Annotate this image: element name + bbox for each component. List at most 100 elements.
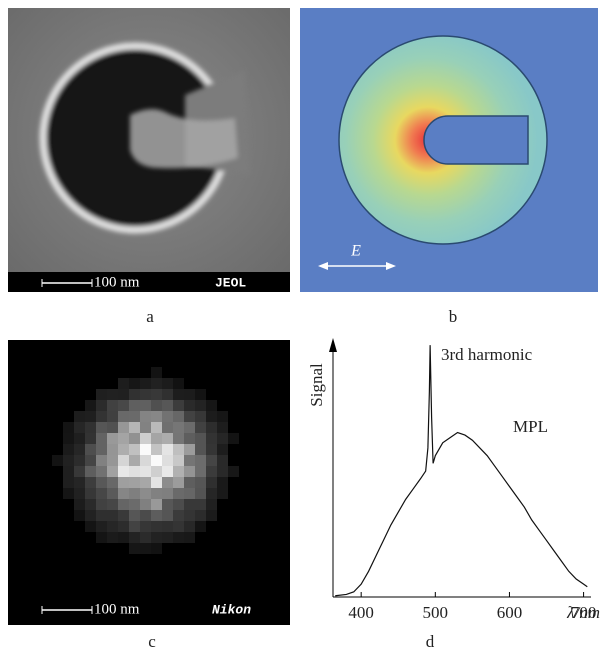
pixel [85, 422, 96, 433]
pixel [118, 411, 129, 422]
pixel [129, 400, 140, 411]
pixel [63, 488, 74, 499]
pixel [162, 444, 173, 455]
arm [130, 109, 238, 169]
pixel [96, 488, 107, 499]
pixel [140, 510, 151, 521]
pixel [140, 400, 151, 411]
pixel [96, 532, 107, 543]
pixel [184, 411, 195, 422]
pixel [118, 422, 129, 433]
pixel [107, 521, 118, 532]
pixel [195, 477, 206, 488]
pixel [206, 477, 217, 488]
slot [423, 115, 529, 165]
pixel [162, 411, 173, 422]
pixel [195, 466, 206, 477]
pixel [195, 422, 206, 433]
pixel [140, 521, 151, 532]
y-axis-arrow [329, 338, 337, 352]
pixel [107, 510, 118, 521]
pixel [85, 466, 96, 477]
pixel [118, 521, 129, 532]
pixel [129, 433, 140, 444]
pixel [74, 433, 85, 444]
pixel [129, 477, 140, 488]
panel-label: a [146, 307, 154, 326]
pixel [217, 455, 228, 466]
pixel [162, 422, 173, 433]
pixel [107, 422, 118, 433]
pixel [206, 422, 217, 433]
pixel [107, 389, 118, 400]
pixel [96, 510, 107, 521]
pixel [173, 521, 184, 532]
pixel [151, 367, 162, 378]
pixel [184, 532, 195, 543]
pixel [173, 455, 184, 466]
pixel [173, 389, 184, 400]
pixel [107, 455, 118, 466]
pixel [195, 444, 206, 455]
pixel [162, 477, 173, 488]
info-strip [8, 272, 290, 292]
pixel [96, 400, 107, 411]
pixel [63, 422, 74, 433]
pixel [129, 444, 140, 455]
pixel [162, 488, 173, 499]
pixel [85, 499, 96, 510]
pixel [74, 466, 85, 477]
pixel [184, 433, 195, 444]
pixel [228, 433, 239, 444]
pixel [162, 389, 173, 400]
pixel [206, 411, 217, 422]
pixel [129, 455, 140, 466]
panel-d: Signal λ/nm 3rd harmonic MPL d 400 500 600… [307, 338, 600, 651]
pixel [96, 499, 107, 510]
pixel [173, 433, 184, 444]
pixel [118, 400, 129, 411]
pixel [140, 477, 151, 488]
pixel [85, 411, 96, 422]
pixel [162, 433, 173, 444]
pixel [217, 411, 228, 422]
pixel [184, 466, 195, 477]
pixel [63, 444, 74, 455]
pixel [107, 488, 118, 499]
pixel [85, 400, 96, 411]
pixel [140, 532, 151, 543]
pixel [206, 400, 217, 411]
pixel [162, 499, 173, 510]
pixel [96, 444, 107, 455]
pixel [151, 444, 162, 455]
pixel [173, 422, 184, 433]
field-label: E [350, 243, 361, 260]
pixel [206, 455, 217, 466]
pixel [217, 422, 228, 433]
pixel [74, 422, 85, 433]
pixel [118, 477, 129, 488]
pixel [118, 532, 129, 543]
pixel [129, 521, 140, 532]
pixel [63, 466, 74, 477]
pixel [184, 521, 195, 532]
pixel [195, 455, 206, 466]
pixel [118, 444, 129, 455]
pixel [217, 444, 228, 455]
pixel [173, 444, 184, 455]
pixel [107, 411, 118, 422]
pixel [118, 510, 129, 521]
pixel [74, 411, 85, 422]
pixel [206, 444, 217, 455]
pixel [195, 488, 206, 499]
pixel [217, 433, 228, 444]
pixel [151, 433, 162, 444]
x-axis-label: λ/nm [566, 603, 600, 622]
panel-a: 100 nm JEOL a [8, 8, 290, 326]
pixel [206, 466, 217, 477]
pixel [85, 433, 96, 444]
pixel [151, 455, 162, 466]
pixel [118, 455, 129, 466]
pixel [206, 499, 217, 510]
pixel [173, 378, 184, 389]
